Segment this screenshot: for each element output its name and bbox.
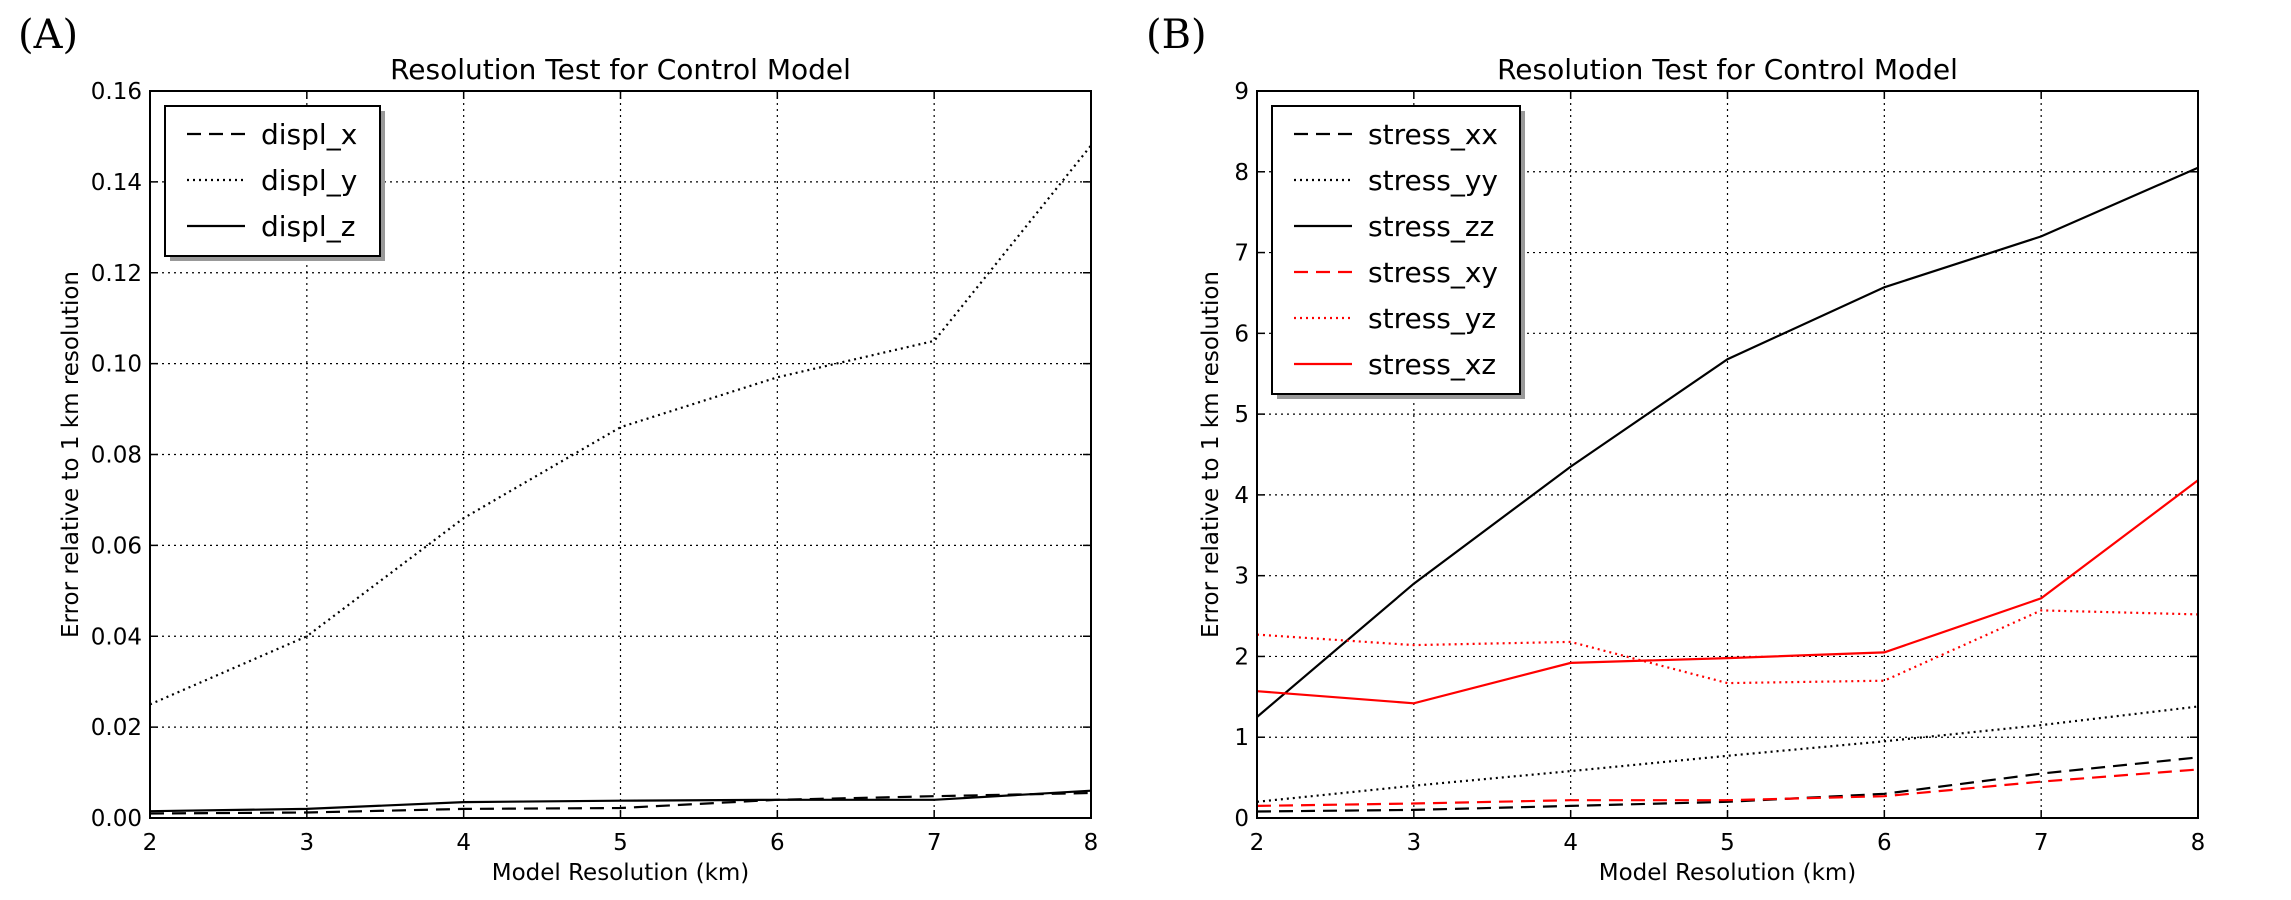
panel-b-label: (B) <box>1146 12 1207 58</box>
axes-frame <box>1256 90 2199 819</box>
y-tick-label: 2 <box>1234 644 1249 670</box>
chart-a: 2 3 4 5 6 7 8 0.00 0.02 0.04 0.06 0.08 0.10 0.12 0.14 0… <box>58 53 1099 886</box>
y-tick-label: 3 <box>1234 564 1249 590</box>
y-tick-label: 0.12 <box>91 261 142 287</box>
y-tick-label: 4 <box>1234 483 1249 509</box>
x-tick-label: 3 <box>1407 830 1422 856</box>
y-tick-label: 5 <box>1234 402 1249 428</box>
x-tick-label: 7 <box>927 830 942 856</box>
y-tick-label: 9 <box>1234 79 1249 105</box>
x-axis-label: Model Resolution (km) <box>492 860 750 886</box>
legend-label-stress-xz: stress_xz <box>1368 348 1496 381</box>
y-tick-label: 6 <box>1234 321 1249 347</box>
x-tick-label: 7 <box>2034 830 2049 856</box>
series-line-stress-yy <box>1256 705 2199 803</box>
y-tick-label: 0.14 <box>91 170 142 196</box>
series-line-displ-z <box>149 789 1092 813</box>
x-tick-label: 5 <box>613 830 628 856</box>
x-axis-label: Model Resolution (km) <box>1599 860 1857 886</box>
series-line-stress-xy <box>1256 768 2199 807</box>
legend-label-stress-xy: stress_xy <box>1368 256 1498 289</box>
x-tick-label: 4 <box>456 830 471 856</box>
y-tick-label: 8 <box>1234 160 1249 186</box>
series-line-stress-yz <box>1256 609 2199 685</box>
chart-b: 2 3 4 5 6 7 8 0 1 2 3 4 5 6 7 8 9 Resolution Test for Con… <box>1198 53 2206 886</box>
y-tick-label: 0.10 <box>91 352 142 378</box>
legend-label-stress-yz: stress_yz <box>1368 302 1496 335</box>
series-line-stress-xx <box>1256 756 2199 813</box>
y-tick-label: 0.04 <box>91 624 142 650</box>
series-line-displ-x <box>149 791 1092 815</box>
x-tick-label: 8 <box>1084 830 1099 856</box>
y-tick-label: 0.06 <box>91 533 142 559</box>
y-tick-label: 7 <box>1234 241 1249 267</box>
x-tick-label: 3 <box>300 830 315 856</box>
legend: displ_x displ_y displ_z <box>164 105 385 261</box>
y-tick-label: 0.02 <box>91 715 142 741</box>
chart-title: Resolution Test for Control Model <box>390 53 851 86</box>
y-axis-label: Error relative to 1 km resolution <box>1198 271 1224 638</box>
x-tick-label: 4 <box>1563 830 1578 856</box>
y-tick-label: 0.16 <box>91 79 142 105</box>
y-tick-label: 1 <box>1234 725 1249 751</box>
legend-label-stress-zz: stress_zz <box>1368 210 1494 243</box>
x-tick-label: 5 <box>1720 830 1735 856</box>
x-tick-label: 2 <box>143 830 158 856</box>
legend: stress_xx stress_yy stress_zz stress_xystre… <box>1271 105 1525 399</box>
x-tick-label: 6 <box>1877 830 1892 856</box>
x-tick-label: 6 <box>770 830 785 856</box>
x-tick-label: 2 <box>1250 830 1265 856</box>
legend-label-displ-z: displ_z <box>261 210 355 243</box>
axes-frame <box>149 90 1092 819</box>
chart-title: Resolution Test for Control Model <box>1497 53 1958 86</box>
panel-a-label: (A) <box>18 12 79 58</box>
series-line-stress-zz <box>1256 166 2199 718</box>
legend-label-stress-yy: stress_yy <box>1368 164 1498 197</box>
legend-label-displ-y: displ_y <box>261 164 357 197</box>
y-tick-label: 0.08 <box>91 443 142 469</box>
x-tick-label: 8 <box>2191 830 2206 856</box>
series-line-stress-xz <box>1256 479 2199 705</box>
y-tick-label: 0.00 <box>91 806 142 832</box>
legend-box <box>1271 105 1521 395</box>
legend-label-stress-xx: stress_xx <box>1368 118 1498 151</box>
y-axis-label: Error relative to 1 km resolution <box>58 271 84 638</box>
y-tick-label: 0 <box>1234 806 1249 832</box>
legend-label-displ-x: displ_x <box>261 118 357 151</box>
